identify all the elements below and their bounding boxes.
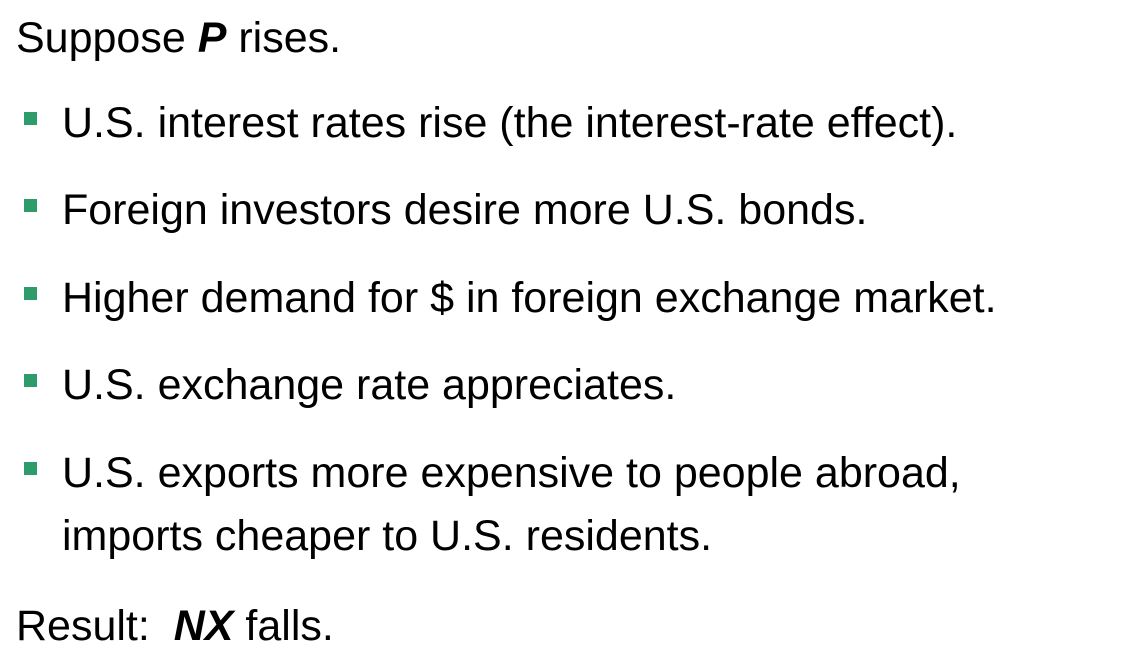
- intro-prefix: Suppose: [16, 14, 198, 62]
- square-bullet-icon: [24, 462, 37, 475]
- intro-suffix: rises.: [226, 14, 342, 62]
- square-bullet-icon: [24, 112, 37, 125]
- result-variable: NX: [173, 602, 234, 650]
- square-bullet-icon: [24, 374, 37, 387]
- list-item-text: U.S. exports more expensive to people ab…: [62, 449, 961, 497]
- intro-line: Suppose P rises.: [16, 14, 341, 62]
- result-suffix: falls.: [233, 602, 334, 650]
- list-item-text: Higher demand for $ in foreign exchange …: [62, 274, 997, 322]
- list-item-text: U.S. exchange rate appreciates.: [62, 361, 677, 409]
- result-prefix: Result:: [16, 602, 174, 650]
- list-item-text-continuation: imports cheaper to U.S. residents.: [62, 512, 713, 560]
- square-bullet-icon: [24, 287, 37, 300]
- square-bullet-icon: [24, 199, 37, 212]
- intro-variable: P: [197, 14, 227, 62]
- list-item-text: Foreign investors desire more U.S. bonds…: [62, 186, 868, 234]
- list-item-text: U.S. interest rates rise (the interest-r…: [62, 99, 958, 147]
- result-line: Result: NX falls.: [16, 602, 334, 650]
